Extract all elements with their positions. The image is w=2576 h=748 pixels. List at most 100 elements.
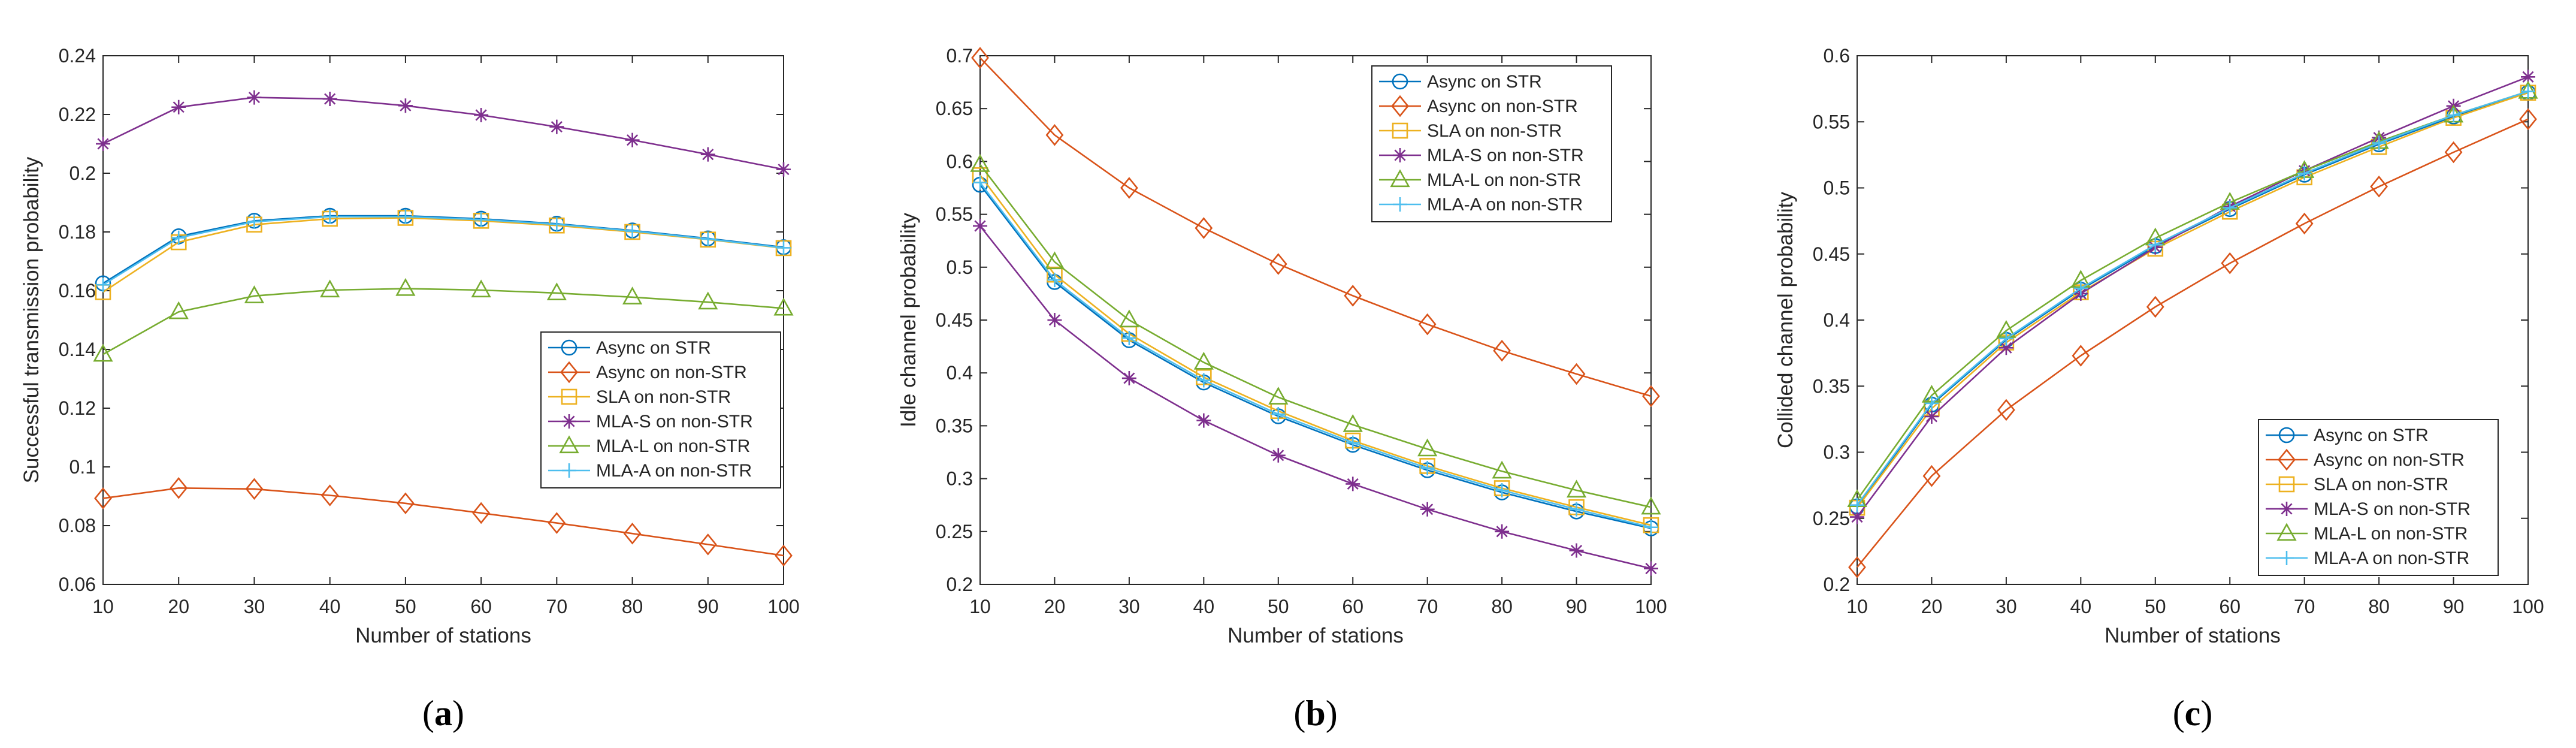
legend-label: Async on STR (2314, 426, 2429, 445)
legend-marker (2276, 523, 2297, 541)
y-tick-label: 0.4 (947, 362, 973, 384)
legend-item: Async on STR (2266, 426, 2429, 445)
x-tick-label: 90 (2443, 596, 2465, 617)
data-point (1493, 339, 1511, 362)
data-point (398, 98, 413, 113)
data-point (1196, 413, 1211, 428)
x-tick-label: 80 (622, 596, 643, 617)
data-point (320, 279, 340, 298)
legend-marker (1392, 122, 1408, 139)
data-point (170, 477, 188, 499)
data-point (625, 132, 640, 147)
data-point (2072, 345, 2090, 367)
data-point (773, 297, 794, 316)
x-tick-label: 10 (92, 596, 114, 617)
series-async-on-non-str (94, 477, 793, 567)
panel-label: (a) (422, 693, 464, 733)
data-point (1121, 371, 1136, 386)
legend-label: Async on non-STR (1427, 96, 1578, 116)
legend-label: MLA-S on non-STR (2314, 499, 2471, 519)
legend-label: MLA-S on non-STR (1427, 146, 1584, 165)
panel-label: (b) (1293, 693, 1337, 733)
data-point (625, 224, 640, 239)
data-point (2521, 70, 2535, 85)
data-point (1344, 285, 1362, 307)
data-point (1346, 435, 1360, 450)
legend-label: MLA-A on non-STR (596, 461, 752, 481)
axes-box (102, 55, 784, 585)
x-tick-label: 50 (1268, 596, 1289, 617)
data-point (322, 209, 337, 224)
y-tick-label: 0.12 (59, 397, 96, 419)
data-point (1997, 399, 2015, 421)
series-mla-l-on-non-str (93, 278, 794, 362)
legend-marker (2279, 502, 2294, 516)
y-tick-label: 0.7 (947, 45, 973, 67)
data-point (247, 90, 262, 105)
data-point (96, 278, 110, 292)
x-tick-label: 100 (1635, 596, 1667, 617)
data-point (1047, 313, 1062, 327)
legend: Async on STR Async on non-STR SLA on non-S… (540, 331, 781, 488)
chart-panel-1: 10 20 30 40 50 60 70 80 90 100 0.06 0.08 0.1 0.12 0.14… (20, 45, 800, 733)
series-line (979, 225, 1652, 569)
data-point (700, 231, 715, 246)
x-tick-label: 80 (1491, 596, 1513, 617)
y-tick-label: 0.18 (59, 221, 96, 243)
legend-label: MLA-L on non-STR (2314, 524, 2468, 544)
y-tick-label: 0.3 (947, 468, 973, 490)
legend-item: Async on non-STR (548, 361, 747, 384)
series-line (102, 288, 784, 355)
x-tick-label: 100 (767, 596, 799, 617)
data-point (1495, 524, 1510, 539)
data-point (622, 286, 643, 304)
data-point (395, 278, 416, 296)
series-mla-s-on-non-str (96, 90, 791, 177)
series-line (1856, 118, 2529, 568)
y-tick-label: 0.5 (947, 257, 973, 278)
x-tick-label: 90 (697, 596, 719, 617)
legend-marker (1391, 95, 1409, 117)
x-tick-label: 90 (1566, 596, 1588, 617)
data-point (1196, 373, 1211, 388)
data-point (321, 484, 339, 506)
series-line (979, 164, 1652, 508)
series-mla-s-on-non-str (973, 219, 1658, 576)
x-tick-label: 20 (1921, 596, 1943, 617)
data-point (1922, 465, 1941, 487)
data-point (1848, 556, 1866, 578)
data-point (1492, 460, 1512, 479)
data-point (1420, 460, 1435, 475)
x-tick-label: 20 (1044, 596, 1066, 617)
data-point (2519, 108, 2537, 131)
data-point (1644, 561, 1658, 576)
x-tick-label: 30 (1996, 596, 2017, 617)
legend-item: SLA on non-STR (2266, 475, 2448, 494)
data-point (1044, 251, 1065, 270)
y-axis-label: Collided channel probability (1774, 191, 1797, 448)
data-point (322, 92, 337, 107)
y-tick-label: 0.24 (59, 45, 96, 67)
data-point (474, 212, 489, 227)
data-point (2372, 135, 2387, 150)
legend-label: SLA on non-STR (2314, 475, 2448, 494)
series-mla-l-on-non-str (970, 154, 1661, 515)
legend-marker (1392, 73, 1408, 90)
y-tick-label: 0.2 (947, 574, 973, 595)
legend-box (1371, 65, 1612, 222)
x-tick-label: 20 (168, 596, 189, 617)
y-axis-label: Successful transmission probability (20, 156, 43, 483)
series-line (979, 174, 1652, 526)
series-mla-a-on-non-str (1850, 84, 2535, 512)
legend-item: MLA-S on non-STR (548, 412, 753, 432)
series-line (979, 184, 1652, 529)
legend-label: Async on non-STR (2314, 450, 2465, 470)
series-mla-a-on-non-str (96, 209, 791, 292)
y-tick-label: 0.25 (1813, 508, 1850, 529)
legend-item: MLA-S on non-STR (2266, 499, 2471, 519)
data-point (700, 147, 715, 162)
series-mla-a-on-non-str (973, 175, 1658, 535)
data-point (2521, 84, 2535, 99)
x-tick-label: 80 (2368, 596, 2390, 617)
y-tick-label: 0.6 (947, 150, 973, 172)
